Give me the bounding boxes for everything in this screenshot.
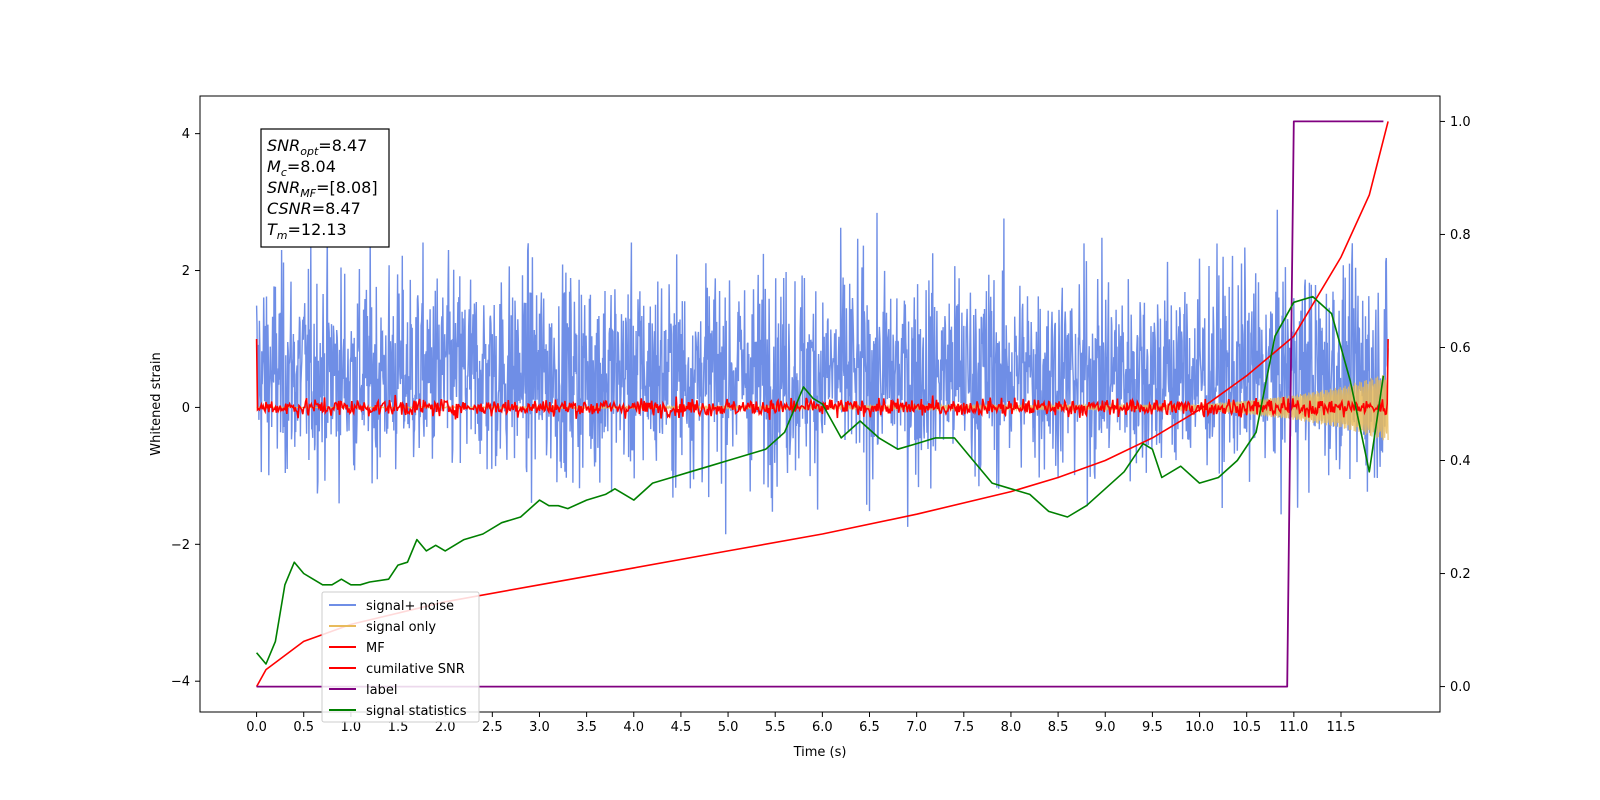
legend: signal+ noise signal only MF cumilative SNR… [321,591,480,723]
legend-label: label [366,683,397,698]
legend-label: cumilative SNR [366,662,465,677]
series-label [256,120,1384,688]
x-tick-label: 7.0 [906,720,927,735]
y-tick-label: 2 [182,264,190,279]
x-tick-label: 1.5 [388,720,409,735]
y-tick-label: −2 [171,538,190,553]
legend-label: signal+ noise [366,599,454,614]
y-tick-label: 4 [182,127,190,142]
x-tick-label: 6.0 [812,720,833,735]
x-tick-label: 4.5 [671,720,692,735]
annotation-line: Tm=12.13 [267,220,347,242]
y-axis-left: 4 2 0 −2 −4 [171,127,200,690]
annotation-line: CSNR=8.47 [267,199,361,218]
x-tick-label: 11.0 [1279,720,1308,735]
x-tick-label: 3.0 [529,720,550,735]
x-tick-label: 9.5 [1142,720,1163,735]
y2-tick-label: 0.6 [1450,341,1471,356]
y-axis-right: 1.0 0.8 0.6 0.4 0.2 0.0 [1440,115,1471,695]
y-tick-label: −4 [171,675,190,690]
x-tick-label: 8.0 [1001,720,1022,735]
x-tick-label: 8.5 [1048,720,1069,735]
x-tick-label: 11.5 [1327,720,1356,735]
x-tick-label: 3.5 [576,720,597,735]
y2-tick-label: 0.2 [1450,567,1471,582]
legend-label: MF [366,641,385,656]
y2-tick-label: 0.8 [1450,228,1471,243]
x-tick-label: 2.5 [482,720,503,735]
x-tick-label: 10.5 [1232,720,1261,735]
annotation-line: Mc=8.04 [267,157,336,179]
annotation-line: SNRopt=8.47 [267,136,367,158]
y-axis-label: Whitened strain [149,352,164,455]
legend-label: signal only [366,620,436,635]
x-tick-label: 6.5 [859,720,880,735]
x-tick-label: 9.0 [1095,720,1116,735]
y2-tick-label: 0.4 [1450,454,1471,469]
x-tick-label: 0.0 [246,720,267,735]
x-tick-label: 5.5 [765,720,786,735]
plot-area-frame [199,95,1441,713]
x-tick-label: 5.0 [718,720,739,735]
series-signal-plus-noise [255,209,1389,535]
x-tick-label: 7.5 [953,720,974,735]
x-axis-label: Time (s) [793,745,847,760]
y-tick-label: 0 [182,401,190,416]
y2-tick-label: 1.0 [1450,115,1471,130]
x-tick-label: 10.0 [1185,720,1214,735]
annotation-frame [260,128,390,248]
x-tick-label: 0.5 [293,720,314,735]
series-signal-statistics [255,295,1385,665]
annotation-line: SNRMF=[8.08] [267,178,378,200]
legend-label: signal statistics [366,704,467,719]
x-tick-label: 4.0 [623,720,644,735]
x-tick-label: 2.0 [435,720,456,735]
y2-tick-label: 0.0 [1450,680,1471,695]
x-tick-label: 1.0 [341,720,362,735]
x-axis: 0.0 0.5 1.0 1.5 2.0 2.5 3.0 3.5 4.0 4.5 5.0 5.5 6.0 6… [246,712,1355,735]
legend-frame [321,591,480,723]
